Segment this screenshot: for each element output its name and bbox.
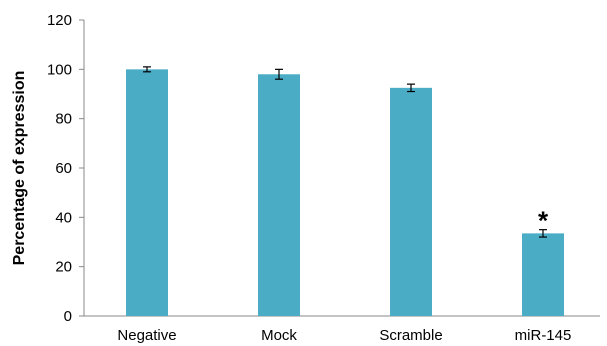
significance-marker: * <box>538 206 549 236</box>
y-tick-label: 20 <box>55 259 72 276</box>
y-tick-label: 0 <box>64 308 72 325</box>
x-tick-label: Negative <box>117 327 176 344</box>
y-tick-label: 120 <box>47 12 72 29</box>
bar <box>390 87 432 316</box>
error-bars <box>143 66 547 238</box>
x-tick-label: Mock <box>261 327 297 344</box>
bar <box>258 74 300 317</box>
annotations: * <box>538 206 549 236</box>
bar <box>522 233 564 316</box>
y-tick-label: 60 <box>55 160 72 177</box>
y-ticks: 0 20 40 60 80 100 120 <box>47 12 84 325</box>
y-tick-label: 80 <box>55 111 72 128</box>
bars <box>126 69 564 317</box>
x-tick-label: miR-145 <box>515 327 572 344</box>
bar <box>126 69 168 316</box>
x-tick-labels: Negative Mock Scramble miR-145 <box>117 327 571 344</box>
x-tick-label: Scramble <box>379 327 442 344</box>
y-tick-label: 40 <box>55 209 72 226</box>
y-tick-label: 100 <box>47 61 72 78</box>
y-axis-label: Percentage of expression <box>11 71 28 266</box>
